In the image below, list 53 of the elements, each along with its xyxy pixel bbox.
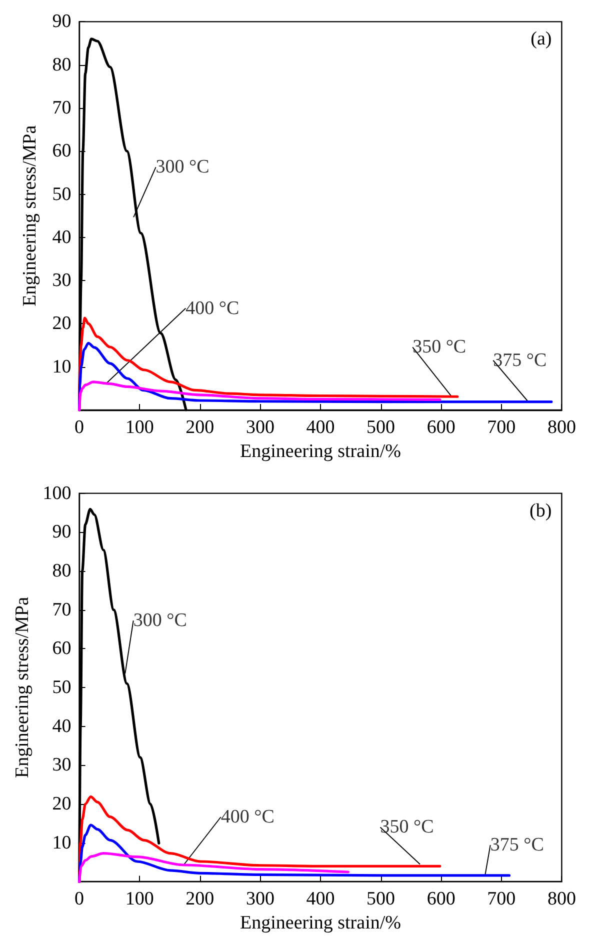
annotation: 350 °C (380, 816, 434, 838)
x-tick-label: 400 (306, 888, 335, 910)
y-tick-label: 30 (52, 270, 72, 292)
x-axis-title: Engineering strain/% (240, 912, 402, 934)
line-series (78, 380, 442, 412)
y-tick-label: 70 (52, 97, 72, 118)
y-tick-label: 90 (52, 522, 72, 543)
annotation: 400 °C (186, 298, 240, 319)
annotation: 400 °C (220, 806, 274, 828)
y-tick-label: 50 (52, 677, 72, 698)
x-tick-label: 0 (74, 417, 84, 438)
y-tick-label: 40 (52, 716, 72, 737)
x-tick-label: 200 (186, 417, 214, 438)
y-axis-title: Engineering stress/MPa (19, 124, 40, 306)
x-tick-label: 100 (125, 417, 154, 438)
y-tick-label: 90 (52, 11, 72, 32)
y-tick-label: 60 (52, 638, 72, 660)
y-tick-label: 80 (52, 54, 72, 76)
x-tick-label: 100 (125, 888, 154, 910)
y-tick-label: 20 (52, 313, 72, 334)
y-tick-label: 10 (52, 356, 72, 378)
line-series (78, 852, 350, 883)
y-tick-label: 40 (52, 226, 72, 248)
x-tick-label: 700 (487, 888, 516, 910)
x-tick-label: 500 (366, 888, 396, 910)
x-tick-label: 700 (487, 417, 516, 438)
y-axis-title: Engineering stress/MPa (12, 596, 33, 778)
annotation: 375 °C (490, 834, 544, 856)
annotation: 300 °C (133, 610, 187, 632)
x-tick-label: 200 (186, 888, 214, 910)
annotation: 300 °C (156, 156, 210, 178)
x-tick-label: 300 (246, 888, 274, 910)
y-tick-label: 20 (52, 794, 72, 815)
annotation: (a) (530, 28, 552, 50)
y-tick-label: 70 (52, 599, 72, 620)
annotation: 375 °C (493, 350, 547, 371)
y-tick-label: 30 (52, 754, 72, 776)
x-tick-label: 500 (366, 417, 396, 438)
y-tick-label: 80 (52, 560, 72, 582)
x-tick-label: 600 (426, 888, 456, 910)
y-tick-label: 10 (52, 832, 72, 854)
x-tick-label: 0 (74, 888, 84, 910)
x-tick-label: 800 (547, 888, 576, 910)
annotation: 350 °C (412, 336, 466, 358)
x-tick-label: 400 (306, 417, 335, 438)
annotation: (b) (530, 500, 552, 522)
y-tick-label: 100 (42, 482, 72, 504)
x-tick-label: 600 (426, 417, 456, 438)
x-tick-label: 300 (246, 417, 274, 438)
y-tick-label: 50 (52, 184, 72, 205)
x-axis-title: Engineering strain/% (240, 440, 402, 462)
y-tick-label: 60 (52, 140, 72, 162)
x-tick-label: 800 (547, 417, 576, 438)
